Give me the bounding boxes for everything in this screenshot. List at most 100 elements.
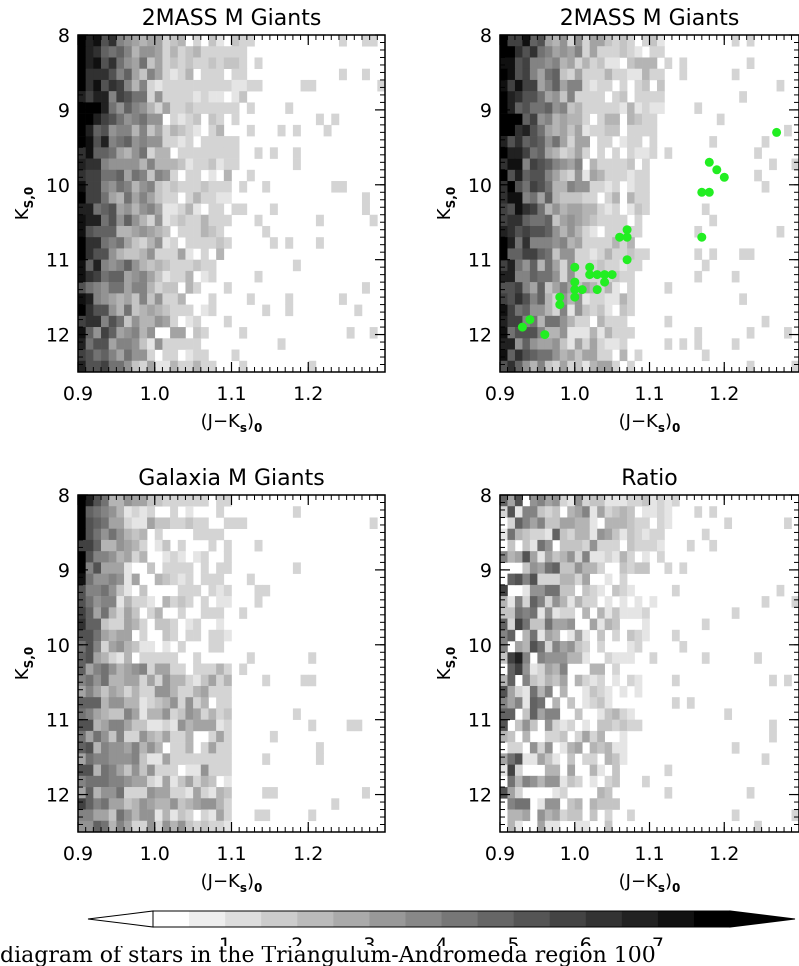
heatmap-cell [731,809,740,822]
colorbar-segment [513,911,551,927]
heatmap-cell [85,697,94,709]
y-tick-label: 8 [480,25,492,47]
heatmap-cell [170,775,179,788]
heatmap-cell [101,35,110,47]
heatmap-cell [208,775,217,788]
heatmap-cell [208,753,217,765]
heatmap-cell [292,124,301,137]
heatmap-cell [612,68,620,81]
heatmap-cell [627,203,635,216]
heatmap-cell [529,259,538,272]
heatmap-cell [154,708,163,720]
colorbar-segment [657,911,695,927]
heatmap-cell [567,562,576,574]
heatmap-cell [567,506,576,518]
heatmap-cell [177,46,186,58]
heatmap-cell [93,192,102,204]
heatmap-cell [537,214,546,227]
heatmap-cell [85,79,94,92]
heatmap-cell [507,214,516,227]
heatmap-cell [529,124,538,137]
colorbar-tick-label: 5 [508,934,520,946]
heatmap-cell [656,35,665,47]
heatmap-cell [193,674,202,687]
heatmap-cell [361,787,370,799]
heatmap-cell [552,517,561,529]
heatmap-cell [604,57,613,69]
heatmap-cell [338,181,347,193]
heatmap-cell [537,304,546,317]
heatmap-cell [597,708,605,720]
heatmap-cell [154,730,163,743]
heatmap-cell [85,584,94,597]
heatmap-cell [78,506,86,518]
heatmap-cell [634,124,643,137]
heatmap-cell [162,798,171,810]
heatmap-cell [78,551,86,563]
heatmap-cell [552,360,561,373]
heatmap-cell [634,181,643,193]
heatmap-cell [139,192,148,204]
heatmap-cell [589,338,598,350]
heatmap-cell [612,742,620,754]
heatmap-cell [78,775,86,788]
heatmap-cell [514,259,523,272]
heatmap-cell [746,327,755,339]
heatmap-cell [537,697,546,709]
heatmap-cell [246,124,255,137]
heatmap-cell [108,495,117,507]
heatmap-cell [200,57,209,69]
heatmap-cell [85,742,94,754]
colorbar-tick-label: 4 [435,934,447,946]
heatmap-cell [529,506,538,518]
heatmap-cell [154,775,163,788]
heatmap-cell [514,181,523,193]
heatmap-cell [507,775,516,788]
heatmap-cell [78,517,86,529]
heatmap-cell [170,259,179,272]
heatmap-cell [507,551,516,563]
heatmap-cell [147,225,156,238]
heatmap-cell [78,68,86,81]
heatmap-cell [200,517,209,529]
heatmap-cell [354,719,363,732]
heatmap-cell [193,124,202,137]
overlay-point [525,315,535,325]
overlay-point [600,270,610,280]
heatmap-cell [567,798,576,810]
heatmap-cell [101,282,110,294]
heatmap-cell [507,124,516,137]
heatmap-cell [507,663,516,676]
heatmap-cell [612,719,620,732]
heatmap-cell [216,798,225,810]
heatmap-cell [656,46,665,58]
heatmap-cell [500,181,508,193]
heatmap-cell [701,528,710,541]
heatmap-cell [589,618,598,631]
heatmap-cell [552,270,561,283]
heatmap-cell [116,787,125,799]
heatmap-cell [500,652,508,664]
heatmap-cell [784,327,792,339]
heatmap-cell [597,79,605,92]
heatmap-cell [537,35,546,47]
heatmap-cell [567,136,576,148]
heatmap-cell [154,798,163,810]
heatmap-cell [262,787,271,799]
heatmap-cell [108,102,117,114]
heatmap-cell [93,506,102,518]
heatmap-cell [139,270,148,283]
heatmap-cell [552,304,561,317]
heatmap-cell [285,237,294,249]
heatmap-cell [522,169,531,182]
heatmap-cell [246,293,255,305]
heatmap-cell [552,730,561,743]
heatmap-cell [231,68,240,81]
heatmap-cell [193,181,202,193]
heatmap-cell [612,495,620,507]
heatmap-cell [177,820,186,833]
heatmap-cell [559,259,568,272]
heatmap-cell [574,730,583,743]
heatmap-cell [185,237,194,249]
heatmap-cell [131,35,140,47]
